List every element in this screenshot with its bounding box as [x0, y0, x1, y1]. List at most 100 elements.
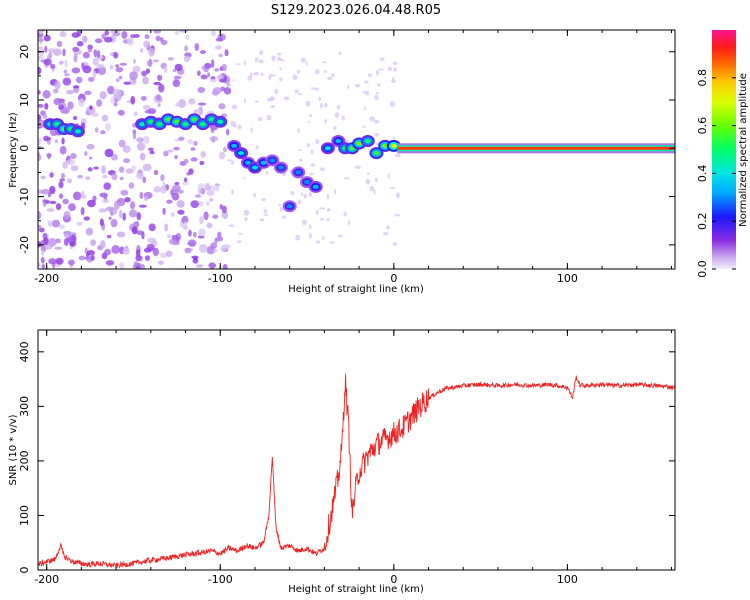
- spectral-noise-blob: [92, 70, 97, 78]
- spectral-noise-blob: [67, 101, 74, 110]
- spectral-noise-blob: [243, 176, 246, 180]
- spectral-noise-blob: [260, 72, 264, 77]
- ridge-core: [312, 184, 319, 189]
- spectral-noise-blob: [326, 208, 331, 212]
- spectral-noise-blob: [40, 250, 45, 256]
- spectral-noise-blob: [38, 114, 42, 122]
- spectral-noise-blob: [236, 240, 242, 243]
- spectral-noise-blob: [147, 147, 154, 151]
- ridge-core: [269, 158, 276, 163]
- spectral-noise-blob: [131, 165, 136, 172]
- spectral-noise-blob: [131, 226, 138, 235]
- spectral-noise-blob: [138, 204, 147, 208]
- spectral-noise-blob: [184, 248, 192, 254]
- spectral-noise-blob: [136, 212, 142, 221]
- spectral-noise-blob: [63, 230, 72, 239]
- spectral-noise-blob: [135, 249, 141, 257]
- spectral-noise-blob: [59, 31, 67, 38]
- spectral-noise-blob: [60, 172, 66, 179]
- spectral-noise-blob: [153, 59, 159, 63]
- spectral-noise-blob: [198, 243, 208, 253]
- y-tick-label: -10: [18, 188, 31, 206]
- spectral-noise-blob: [373, 188, 376, 195]
- spectral-noise-blob: [104, 248, 112, 256]
- spectral-noise-blob: [43, 34, 51, 42]
- spectral-noise-blob: [94, 38, 103, 44]
- spectral-noise-blob: [157, 74, 163, 81]
- spectrogram-image: [38, 30, 675, 269]
- spectral-noise-blob: [132, 65, 141, 73]
- spectral-noise-blob: [142, 163, 152, 172]
- ridge-core: [304, 180, 311, 185]
- spectral-noise-blob: [308, 192, 312, 197]
- spectral-noise-blob: [197, 86, 206, 94]
- spectral-noise-blob: [49, 63, 56, 69]
- spectral-noise-blob: [38, 30, 43, 35]
- spectral-noise-blob: [392, 76, 395, 80]
- spectral-noise-blob: [46, 208, 55, 212]
- spectral-noise-blob: [140, 263, 146, 269]
- spectral-noise-blob: [165, 250, 173, 257]
- spectral-noise-blob: [187, 239, 197, 247]
- spectral-noise-blob: [315, 138, 320, 145]
- spectral-noise-blob: [319, 167, 326, 172]
- spectral-noise-blob: [71, 67, 81, 74]
- spectral-noise-blob: [326, 217, 330, 222]
- spectral-noise-blob: [389, 101, 396, 107]
- spectral-noise-blob: [171, 184, 181, 193]
- spectral-noise-blob: [336, 105, 341, 110]
- spectral-noise-blob: [144, 255, 151, 261]
- spectral-noise-blob: [136, 172, 144, 180]
- spectral-noise-blob: [204, 184, 211, 191]
- spectral-noise-blob: [96, 50, 101, 58]
- spectral-noise-blob: [63, 210, 71, 220]
- spectral-noise-blob: [162, 207, 166, 215]
- spectral-noise-blob: [326, 194, 330, 200]
- spectral-noise-blob: [148, 47, 155, 57]
- x-tick-label: 100: [557, 272, 578, 285]
- spectral-noise-blob: [188, 229, 192, 237]
- spectral-noise-blob: [164, 223, 168, 232]
- spectral-noise-blob: [190, 157, 198, 162]
- spectral-noise-blob: [38, 66, 42, 75]
- spectral-noise-blob: [274, 88, 279, 95]
- spectral-noise-blob: [306, 142, 311, 148]
- spectral-noise-blob: [215, 184, 220, 192]
- spectral-noise-blob: [176, 200, 185, 208]
- spectral-noise-blob: [207, 72, 211, 77]
- spectral-noise-blob: [143, 195, 149, 202]
- spectral-noise-blob: [322, 61, 327, 64]
- x-tick-label: -100: [208, 272, 233, 285]
- spectral-noise-blob: [102, 174, 108, 179]
- spectral-noise-blob: [197, 186, 201, 196]
- spectral-noise-blob: [213, 248, 218, 253]
- spectral-noise-blob: [258, 59, 264, 64]
- spectral-noise-blob: [69, 241, 77, 247]
- spectral-noise-blob: [143, 135, 150, 144]
- spectral-noise-blob: [206, 200, 210, 206]
- spectral-noise-blob: [120, 189, 129, 196]
- spectral-noise-blob: [66, 89, 75, 95]
- spectral-noise-blob: [215, 37, 222, 42]
- spectral-noise-blob: [363, 80, 369, 84]
- spectral-noise-blob: [116, 199, 122, 203]
- spectral-noise-blob: [221, 63, 227, 72]
- spectral-noise-blob: [261, 197, 267, 201]
- spectral-noise-blob: [310, 163, 316, 167]
- spectral-noise-blob: [118, 75, 123, 80]
- spectral-noise-blob: [136, 137, 144, 143]
- spectral-noise-blob: [38, 103, 44, 108]
- spectral-noise-blob: [194, 194, 202, 198]
- y-tick-label: 10: [18, 93, 31, 107]
- spectral-noise-blob: [173, 75, 182, 80]
- ridge-core: [324, 146, 331, 151]
- spectral-noise-blob: [53, 88, 59, 94]
- ridge-core: [382, 143, 389, 148]
- spectral-noise-blob: [140, 48, 144, 53]
- x-tick-label: 0: [390, 573, 397, 586]
- spectral-noise-blob: [310, 149, 314, 154]
- spectral-noise-blob: [70, 152, 77, 159]
- spectral-noise-blob: [117, 109, 125, 116]
- spectral-noise-blob: [135, 265, 141, 269]
- spectral-noise-blob: [263, 209, 267, 214]
